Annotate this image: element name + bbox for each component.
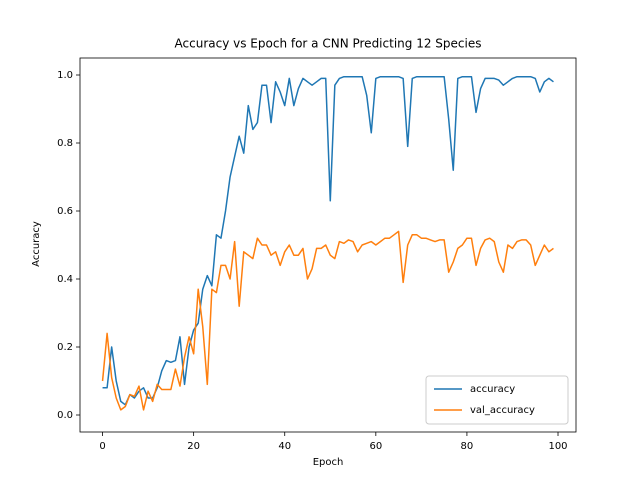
legend-label: val_accuracy — [470, 405, 535, 416]
y-tick-label: 0.6 — [57, 206, 73, 217]
legend-box — [425, 375, 569, 425]
y-tick-label: 1.0 — [57, 70, 73, 81]
x-tick-label: 60 — [369, 441, 382, 452]
x-tick-label: 80 — [461, 441, 474, 452]
chart-title: Accuracy vs Epoch for a CNN Predicting 1… — [175, 37, 482, 51]
y-tick-label: 0.2 — [57, 342, 73, 353]
line-series — [101, 230, 554, 411]
y-tick-label: 0.4 — [57, 274, 73, 285]
legend-label: accuracy — [470, 384, 515, 395]
line-series — [102, 75, 554, 406]
x-tick-label: 100 — [548, 441, 567, 452]
y-axis-title: Accuracy — [31, 221, 42, 267]
y-tick-label: 0.0 — [57, 410, 73, 421]
x-tick-label: 0 — [99, 441, 105, 452]
x-axis-title: Epoch — [313, 457, 344, 468]
x-tick-label: 20 — [187, 441, 200, 452]
x-tick-label: 40 — [278, 441, 291, 452]
axes-frame — [79, 57, 577, 433]
y-tick-label: 0.8 — [57, 138, 73, 149]
